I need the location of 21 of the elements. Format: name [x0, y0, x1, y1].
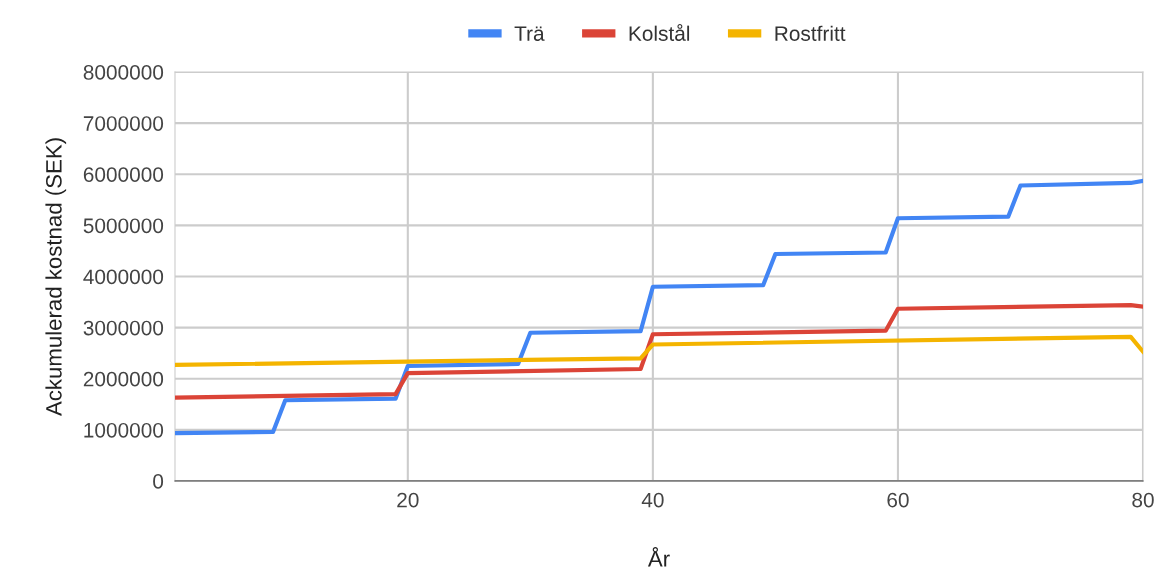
legend-label: Trä: [514, 26, 545, 41]
y-tick-label: 4000000: [83, 269, 164, 285]
y-tick-label: 3000000: [83, 320, 164, 336]
line-series: [175, 334, 1143, 368]
x-tick-label: 20: [397, 492, 419, 508]
legend-label: Rostfritt: [775, 25, 846, 41]
y-tick-label: 8000000: [83, 65, 164, 80]
y-tick-label: 1000000: [84, 422, 164, 438]
x-tick-label: 80: [1132, 492, 1154, 508]
y-axis-title: Ackumulerad kostnad (SEK): [45, 138, 67, 417]
x-tick-label: 40: [641, 492, 664, 508]
y-tick-label: 0: [153, 474, 164, 489]
line-series: [175, 303, 1143, 400]
line-series: [175, 178, 1143, 436]
y-tick-label: 2000000: [83, 371, 164, 387]
x-axis-title: År: [647, 547, 670, 567]
y-tick-label: 6000000: [83, 167, 164, 182]
x-tick-label: 60: [887, 492, 909, 508]
y-tick-label: 5000000: [83, 218, 164, 234]
legend-label: Kolstål: [629, 23, 690, 41]
y-tick-label: 7000000: [83, 116, 164, 131]
